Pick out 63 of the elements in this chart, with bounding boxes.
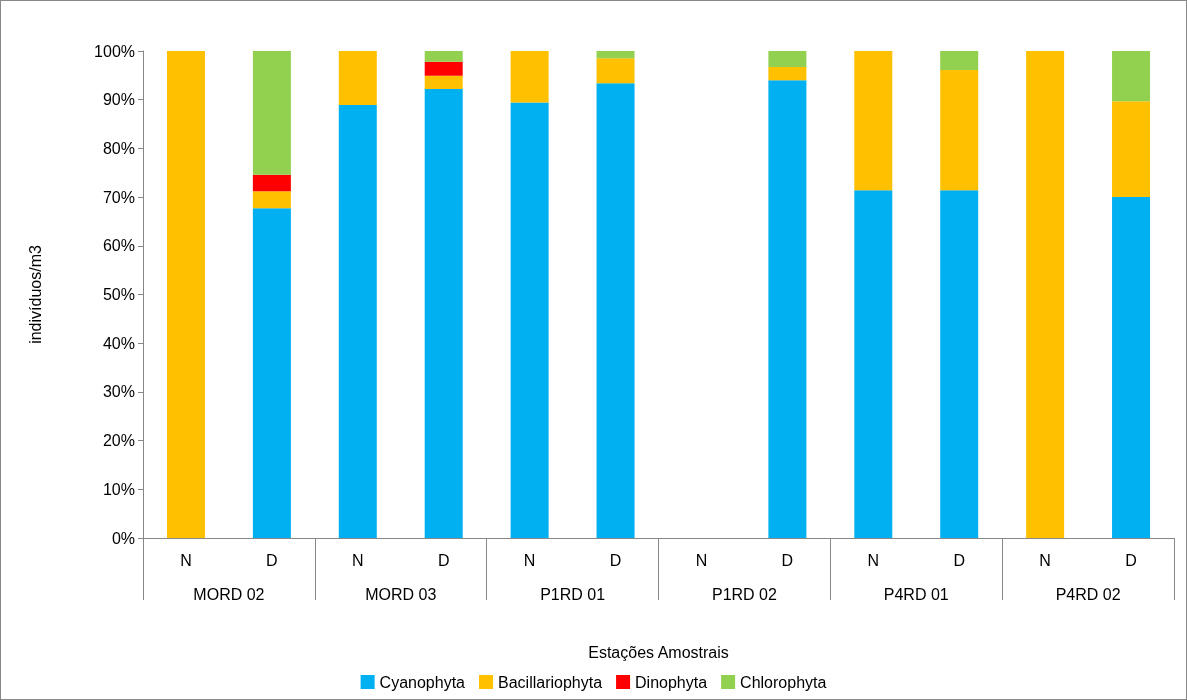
- bar: [940, 190, 979, 538]
- x-tick-label: N: [867, 551, 880, 569]
- legend-label: Bacillariophyta: [498, 673, 603, 691]
- bar: [768, 80, 807, 538]
- x-tick-label: N: [180, 551, 192, 569]
- y-tick-label: 60%: [102, 237, 135, 255]
- y-tick-label: 10%: [102, 480, 135, 498]
- bar: [1112, 51, 1151, 102]
- bar: [768, 67, 807, 81]
- text: P1RD 02: [711, 585, 777, 603]
- y-axis-title: indivíduos/m3: [26, 245, 44, 344]
- bar: [252, 51, 291, 175]
- bar: [940, 51, 979, 70]
- bar: [424, 51, 463, 62]
- bar: [1026, 51, 1065, 538]
- bar: [424, 88, 463, 538]
- x-tick-label: D: [953, 551, 965, 569]
- x-tick-label: D: [266, 551, 278, 569]
- bar: [252, 208, 291, 538]
- legend-label: Chlorophyta: [740, 673, 827, 691]
- y-tick-label: 90%: [102, 91, 135, 109]
- x-tick-label: N: [1039, 551, 1051, 569]
- bar: [596, 51, 635, 59]
- text: MORD 02: [193, 585, 265, 603]
- y-tick-label: 50%: [102, 286, 135, 303]
- bar: [510, 102, 549, 538]
- y-tick-label: 30%: [102, 383, 135, 401]
- y-tick-label: 70%: [102, 188, 135, 206]
- y-tick-label: 20%: [102, 432, 135, 450]
- x-axis-title: Estações Amostrais: [588, 643, 729, 661]
- legend-label: Dinophyta: [635, 673, 708, 691]
- x-tick-label: N: [695, 551, 708, 569]
- bar: [424, 75, 463, 89]
- text: MORD 03: [365, 585, 437, 603]
- bar: [1112, 197, 1151, 538]
- x-tick-label: D: [609, 551, 622, 569]
- text: P4RD 01: [883, 585, 949, 603]
- x-tick-label: N: [352, 551, 364, 569]
- bar: [768, 51, 807, 68]
- legend-label: Cyanophyta: [379, 673, 466, 691]
- y-tick-label: 40%: [102, 334, 135, 352]
- bar: [854, 51, 893, 191]
- x-tick-label: N: [523, 551, 536, 569]
- text: P1RD 01: [540, 585, 606, 603]
- y-tick-label: 100%: [94, 42, 135, 60]
- bar: [338, 105, 377, 538]
- bar: [596, 83, 635, 538]
- bar: [252, 174, 291, 192]
- bar: [338, 51, 377, 106]
- x-tick-label: D: [1125, 551, 1137, 569]
- y-tick-label: 80%: [102, 139, 135, 157]
- x-tick-label: D: [781, 551, 794, 569]
- bar: [252, 191, 291, 209]
- bar: [1112, 101, 1151, 198]
- bar: [166, 51, 205, 538]
- bar: [940, 69, 979, 191]
- text: P4RD 02: [1055, 585, 1121, 603]
- bar: [854, 190, 893, 538]
- bar: [596, 58, 635, 84]
- bar: [424, 61, 463, 76]
- y-tick-label: 0%: [111, 529, 135, 547]
- bar: [510, 51, 549, 103]
- x-tick-label: D: [437, 551, 450, 569]
